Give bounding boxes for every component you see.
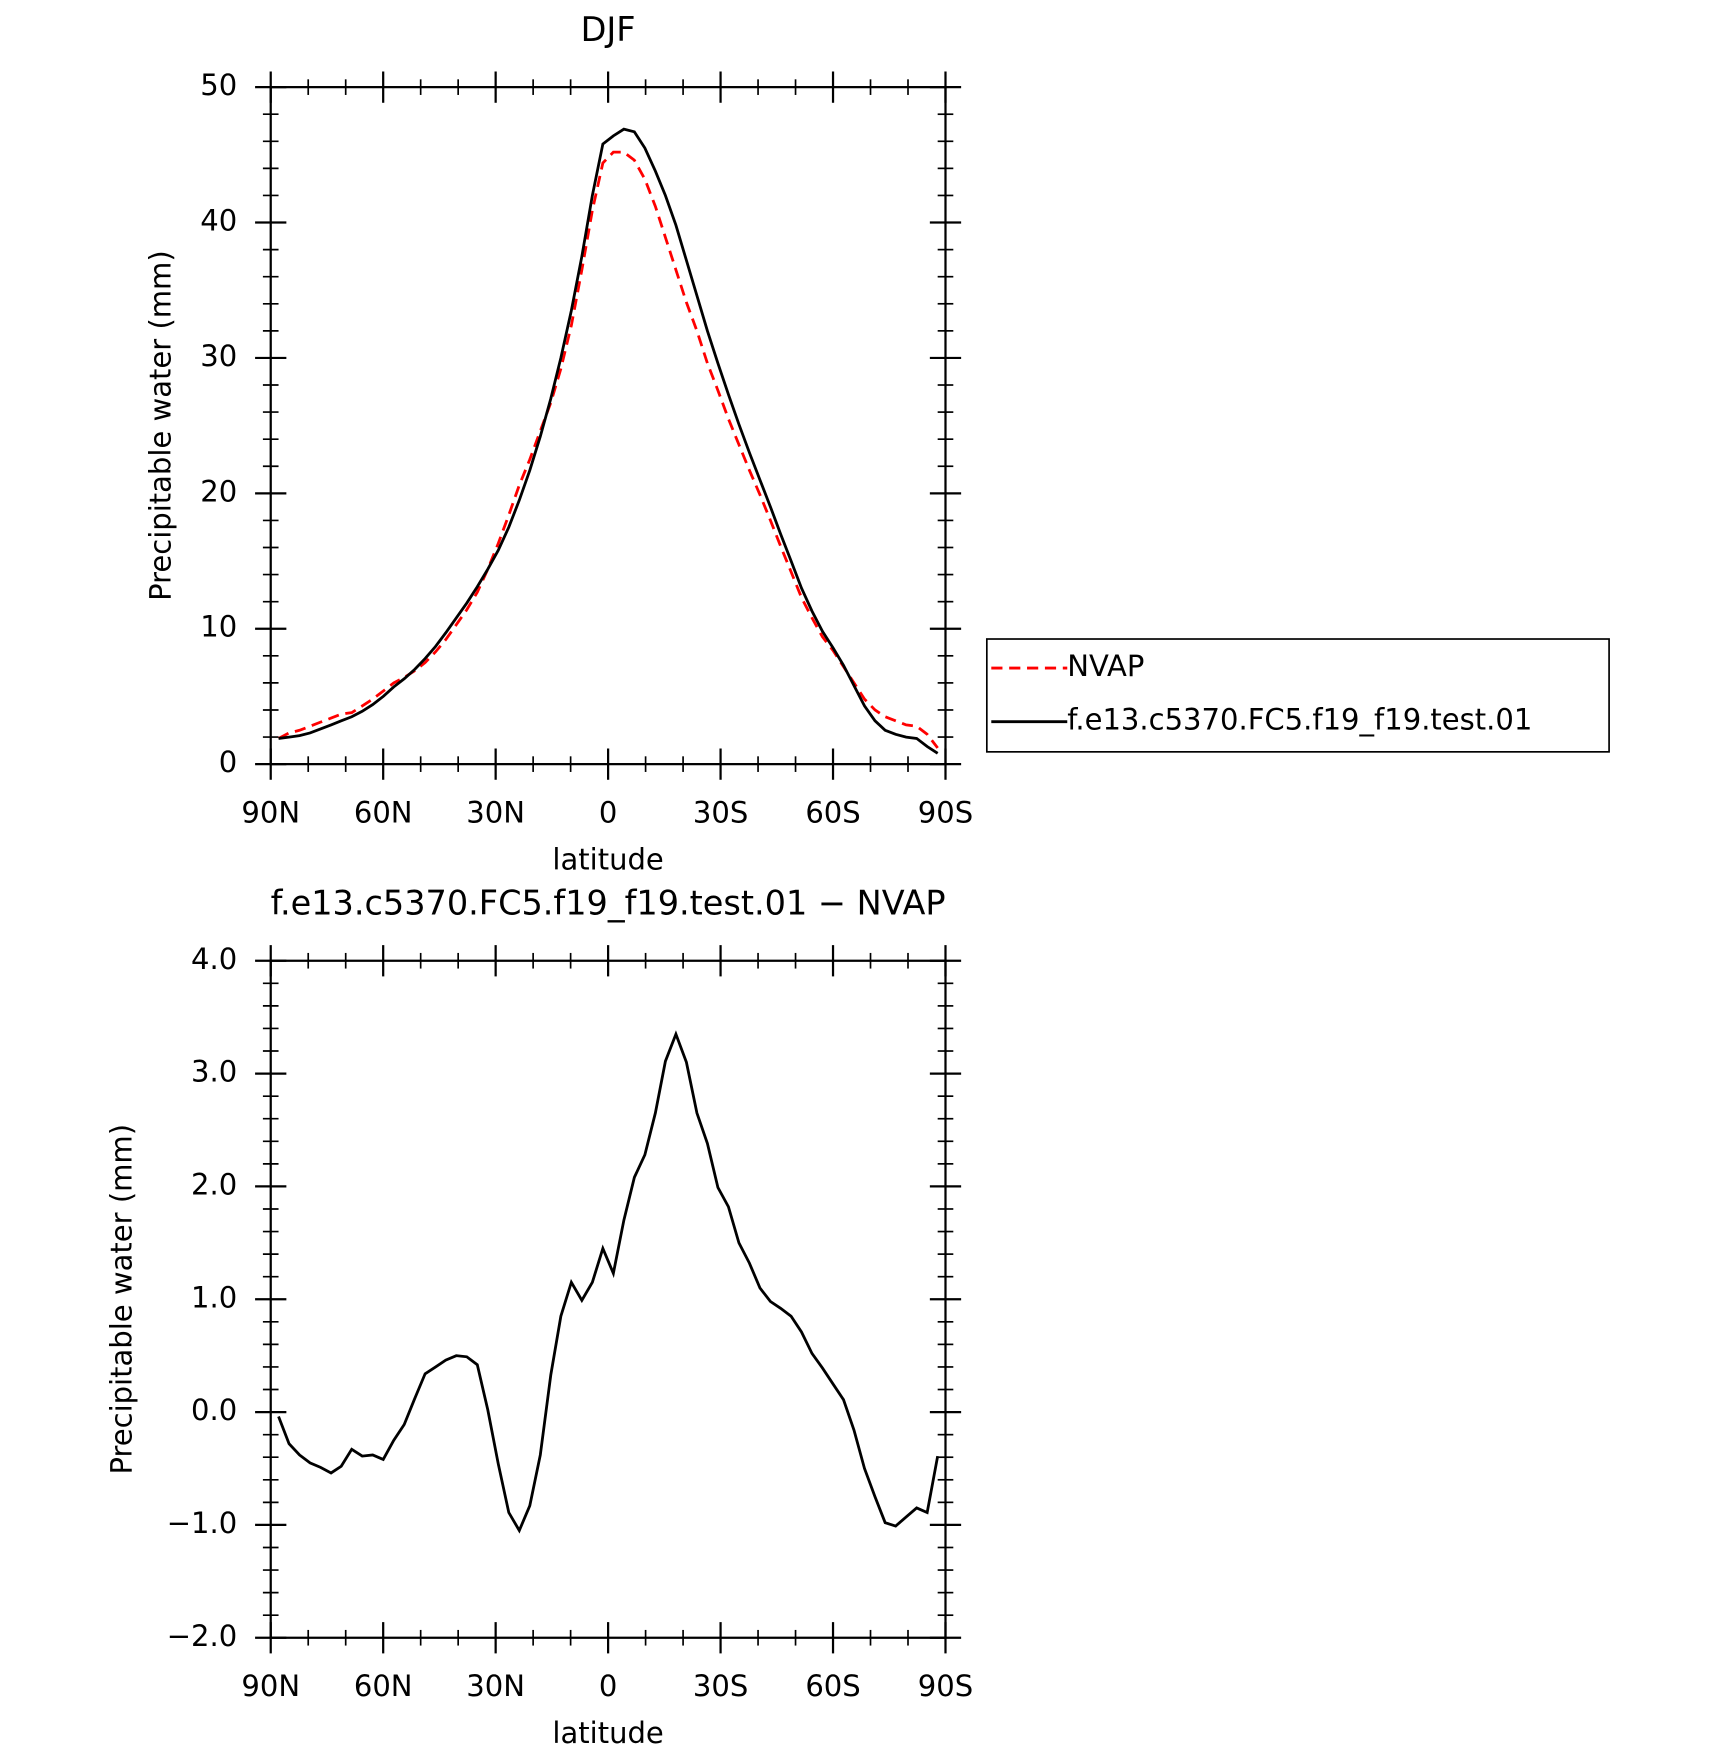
chart-title: f.e13.c5370.FC5.f19_f19.test.01 − NVAP: [271, 883, 946, 922]
y-tick-label: 0.0: [191, 1393, 237, 1427]
x-axis-label: latitude: [552, 842, 663, 876]
x-tick-label: 60S: [805, 795, 860, 829]
y-tick-label: −2.0: [167, 1619, 238, 1653]
x-tick-label: 30S: [693, 795, 748, 829]
y-tick-label: 4.0: [191, 942, 237, 976]
x-tick-label: 90S: [918, 1669, 973, 1703]
y-tick-label: 20: [200, 474, 237, 508]
y-tick-label: 10: [200, 610, 237, 644]
y-tick-label: 1.0: [191, 1280, 237, 1314]
y-tick-label: −1.0: [167, 1506, 238, 1540]
x-tick-label: 90N: [241, 795, 300, 829]
x-tick-label: 0: [599, 795, 617, 829]
x-tick-label: 60S: [805, 1669, 860, 1703]
x-tick-label: 0: [599, 1669, 617, 1703]
plot-frame: [269, 86, 947, 766]
x-axis-label: latitude: [552, 1716, 663, 1745]
y-tick-label: 2.0: [191, 1167, 237, 1201]
x-tick-label: 90N: [241, 1669, 300, 1703]
x-tick-label: 30N: [466, 795, 525, 829]
y-tick-label: 40: [200, 204, 237, 238]
x-tick-label: 30N: [466, 1669, 525, 1703]
y-tick-label: 30: [200, 339, 237, 373]
chart-title: DJF: [581, 10, 636, 49]
y-tick-label: 3.0: [191, 1055, 237, 1089]
x-tick-label: 30S: [693, 1669, 748, 1703]
legend-box: [985, 638, 1610, 753]
x-tick-label: 90S: [918, 795, 973, 829]
data-line: [277, 1030, 940, 1534]
y-tick-label: 0: [219, 745, 237, 779]
y-tick-label: 50: [200, 68, 237, 102]
y-axis-label: Precipitable water (mm): [104, 1124, 138, 1475]
x-tick-label: 60N: [354, 1669, 413, 1703]
y-axis-label: Precipitable water (mm): [143, 250, 177, 601]
legend-label: f.e13.c5370.FC5.f19_f19.test.01: [1067, 703, 1532, 737]
legend-label: NVAP: [1067, 649, 1144, 683]
x-tick-label: 60N: [354, 795, 413, 829]
data-line: [278, 127, 939, 755]
plot-frame: [269, 959, 947, 1639]
